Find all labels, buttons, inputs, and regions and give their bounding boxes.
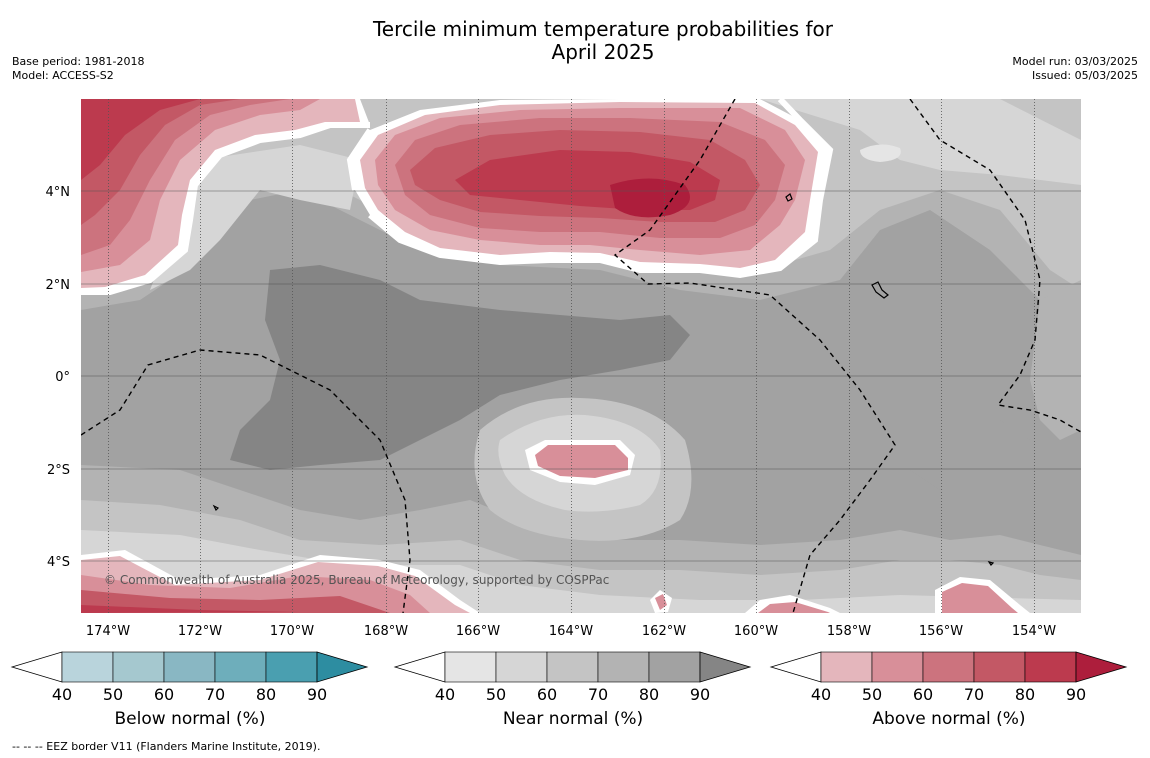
title-line-1: Tercile minimum temperature probabilitie…	[372, 17, 834, 41]
lat-label: 4°N	[46, 185, 71, 200]
colorbar-tick-label: 70	[205, 685, 225, 704]
colorbar-extend-low	[769, 651, 822, 683]
colorbar-title-above: Above normal (%)	[872, 709, 1026, 729]
lat-label: 2°S	[47, 463, 70, 478]
colorbar-tick-label: 70	[964, 685, 984, 704]
lon-label: 162°W	[642, 624, 686, 639]
colorbar-extend-low	[10, 651, 63, 683]
colorbar-segment	[112, 651, 165, 683]
lon-label: 172°W	[178, 624, 222, 639]
eez-borders	[81, 99, 1081, 613]
colorbar-tick-label: 90	[307, 685, 327, 704]
colorbar-extend-high	[699, 651, 752, 683]
meta-right: Model run: 03/03/2025 Issued: 05/03/2025	[1012, 55, 1138, 83]
issued-date: Issued: 05/03/2025	[1031, 69, 1138, 82]
lon-label: 164°W	[549, 624, 593, 639]
colorbars: 40 50 60 70 80 90 40 50 60 70 80 90 40 50 60 70 80 90	[10, 651, 1128, 704]
colorbar-above: 40 50 60 70 80 90	[769, 651, 1128, 704]
lon-label: 158°W	[827, 624, 871, 639]
copyright-text: © Commonwealth of Australia 2025, Bureau…	[104, 573, 609, 587]
axis-labels: 174°W 172°W 170°W 168°W 166°W 164°W 162°…	[46, 185, 1057, 639]
colorbar-segment	[597, 651, 650, 683]
colorbar-tick-label: 70	[588, 685, 608, 704]
colorbar-tick-label: 60	[537, 685, 557, 704]
colorbar-segment	[163, 651, 216, 683]
meta-left: Base period: 1981-2018 Model: ACCESS-S2	[12, 55, 144, 83]
colorbar-tick-label: 50	[103, 685, 123, 704]
lat-label: 4°S	[47, 555, 70, 570]
colorbar-segment	[820, 651, 873, 683]
colorbar-segment	[265, 651, 318, 683]
lon-label: 154°W	[1012, 624, 1056, 639]
lon-label: 166°W	[456, 624, 500, 639]
title-line-2: April 2025	[551, 40, 655, 64]
colorbar-segment	[973, 651, 1026, 683]
colorbar-tick-label: 40	[811, 685, 831, 704]
colorbar-segment	[546, 651, 599, 683]
colorbar-segment	[495, 651, 548, 683]
colorbar-segment	[871, 651, 924, 683]
lon-label: 168°W	[364, 624, 408, 639]
colorbar-tick-label: 40	[435, 685, 455, 704]
model-run: Model run: 03/03/2025	[1012, 55, 1138, 68]
lat-label: 2°N	[46, 278, 71, 293]
colorbar-tick-label: 40	[52, 685, 72, 704]
colorbar-segment	[214, 651, 267, 683]
lon-label: 170°W	[270, 624, 314, 639]
colorbar-segment	[1024, 651, 1077, 683]
colorbar-tick-label: 80	[1015, 685, 1035, 704]
model-name: Model: ACCESS-S2	[12, 69, 114, 82]
colorbar-segment	[444, 651, 497, 683]
colorbar-extend-low	[393, 651, 446, 683]
colorbar-tick-label: 50	[862, 685, 882, 704]
colorbar-title-below: Below normal (%)	[114, 709, 266, 729]
colorbar-segment	[61, 651, 114, 683]
colorbar-tick-label: 60	[154, 685, 174, 704]
colorbar-title-near: Near normal (%)	[502, 709, 644, 729]
colorbar-below: 40 50 60 70 80 90	[10, 651, 369, 704]
colorbar-segment	[648, 651, 701, 683]
colorbar-tick-label: 80	[639, 685, 659, 704]
lat-label: 0°	[55, 370, 70, 385]
colorbar-tick-label: 80	[256, 685, 276, 704]
lon-label: 174°W	[86, 624, 130, 639]
colorbar-tick-label: 60	[913, 685, 933, 704]
colorbar-tick-label: 50	[486, 685, 506, 704]
colorbar-extend-high	[316, 651, 369, 683]
colorbar-segment	[922, 651, 975, 683]
base-period: Base period: 1981-2018	[12, 55, 145, 68]
lon-label: 156°W	[919, 624, 963, 639]
eez-footnote: -- -- -- EEZ border V11 (Flanders Marine…	[12, 740, 321, 753]
colorbar-tick-label: 90	[1066, 685, 1086, 704]
lon-label: 160°W	[734, 624, 778, 639]
probability-field	[81, 99, 1081, 613]
colorbar-tick-label: 90	[690, 685, 710, 704]
colorbar-extend-high	[1075, 651, 1128, 683]
colorbar-near: 40 50 60 70 80 90	[393, 651, 752, 704]
map-title: Tercile minimum temperature probabilitie…	[300, 18, 906, 64]
